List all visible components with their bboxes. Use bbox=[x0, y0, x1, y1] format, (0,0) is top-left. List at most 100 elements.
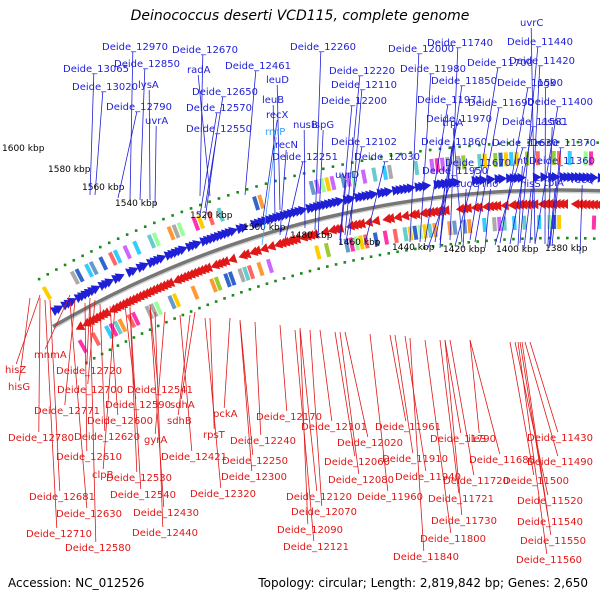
scale-tick-label: 1580 kbp bbox=[48, 165, 91, 175]
outer-tick-dot bbox=[90, 250, 93, 253]
outer-tick-dot bbox=[208, 200, 211, 204]
top-gene-label: Deide_12000 bbox=[388, 44, 454, 55]
bottom-gene-label: pckA bbox=[213, 409, 238, 420]
top-gene-label: Deide_12200 bbox=[321, 96, 387, 107]
bottom-gene-label: Deide_12170 bbox=[256, 412, 322, 423]
outer-tick-dot bbox=[360, 159, 364, 163]
inner-tick-dot bbox=[300, 272, 303, 275]
inner-tick-dot bbox=[189, 310, 193, 313]
reverse-gene-arrow bbox=[213, 258, 224, 268]
reverse-cog-block bbox=[167, 295, 177, 310]
top-gene-leader-line bbox=[148, 89, 151, 201]
inner-tick-dot bbox=[92, 356, 96, 360]
top-gene-leader-line bbox=[579, 184, 583, 255]
bottom-gene-leader-line bbox=[44, 294, 71, 350]
reverse-cog-block bbox=[482, 217, 488, 233]
forward-gene-arrow bbox=[177, 245, 188, 255]
bottom-gene-leader-line bbox=[154, 311, 164, 528]
inner-tick-dot bbox=[140, 332, 144, 335]
reverse-cog-block bbox=[412, 225, 419, 240]
top-gene-leader-line bbox=[117, 111, 138, 199]
inner-tick-dot bbox=[512, 237, 515, 241]
bottom-gene-label: Deide_11961 bbox=[375, 422, 441, 433]
bottom-gene-leader-line bbox=[89, 303, 97, 543]
inner-tick-dot bbox=[173, 317, 176, 320]
reverse-cog-block bbox=[223, 272, 232, 288]
forward-cog-block bbox=[84, 263, 94, 278]
outer-tick-dot bbox=[438, 147, 442, 151]
top-gene-leader-line bbox=[272, 104, 276, 219]
bottom-gene-label: Deide_12121 bbox=[283, 542, 349, 553]
forward-cog-block bbox=[252, 196, 261, 211]
bottom-gene-label: Deide_12101 bbox=[301, 422, 367, 433]
reverse-cog-block bbox=[104, 325, 115, 340]
top-gene-label: pgk bbox=[537, 78, 556, 89]
bottom-gene-leader-line bbox=[334, 331, 356, 457]
bottom-gene-leader-line bbox=[87, 299, 96, 385]
top-gene-leader-line bbox=[261, 119, 278, 226]
reverse-cog-block bbox=[265, 258, 274, 274]
outer-tick-dot bbox=[236, 190, 239, 194]
bottom-gene-label: Deide_11520 bbox=[517, 496, 583, 507]
forward-cog-block bbox=[308, 180, 316, 196]
outer-tick-dot bbox=[428, 148, 432, 152]
reverse-gene-arrow bbox=[320, 226, 330, 237]
bottom-gene-label: Deide_11680 bbox=[469, 455, 535, 466]
top-gene-leader-line bbox=[94, 91, 104, 196]
bottom-gene-leader-line bbox=[394, 334, 414, 454]
inner-tick-dot bbox=[265, 282, 269, 286]
reverse-gene-arrow bbox=[559, 199, 569, 210]
top-gene-label: Deide_11360 bbox=[529, 156, 595, 167]
top-gene-leader-line bbox=[284, 161, 304, 241]
inner-tick-dot bbox=[108, 348, 112, 352]
forward-gene-arrow bbox=[597, 172, 600, 183]
bottom-gene-label: Deide_11430 bbox=[527, 433, 593, 444]
scale-tick-label: 1540 kbp bbox=[115, 199, 158, 209]
scale-tick-label: 1400 kbp bbox=[496, 245, 539, 255]
forward-cog-block bbox=[387, 164, 394, 180]
forward-cog-block bbox=[313, 179, 322, 194]
forward-gene-arrow bbox=[532, 172, 542, 183]
bottom-gene-leader-line bbox=[38, 297, 41, 433]
forward-cog-block bbox=[216, 207, 225, 223]
forward-cog-block bbox=[166, 226, 176, 241]
bottom-gene-leader-line bbox=[109, 305, 119, 416]
top-gene-label: Deide_12220 bbox=[329, 66, 395, 77]
forward-cog-block bbox=[196, 214, 206, 230]
forward-cog-block bbox=[108, 251, 118, 267]
outer-tick-dot bbox=[199, 203, 202, 207]
forward-gene-arrow bbox=[452, 177, 462, 188]
bottom-gene-label: Deide_12700 bbox=[57, 385, 123, 396]
bottom-gene-label: Deide_12681 bbox=[29, 492, 95, 503]
outer-tick-dot bbox=[331, 165, 335, 168]
bottom-gene-label: Deide_11721 bbox=[428, 494, 494, 505]
inner-tick-dot bbox=[156, 324, 160, 328]
inner-tick-dot bbox=[387, 252, 391, 255]
reverse-gene-arrow bbox=[298, 231, 309, 242]
top-gene-label: Deide_11670 bbox=[445, 158, 511, 169]
scale-tick-label: 1480 kbp bbox=[290, 231, 333, 241]
bottom-gene-label: Deide_12070 bbox=[291, 507, 357, 518]
bottom-gene-label: Deide_12771 bbox=[34, 406, 100, 417]
inner-tick-dot bbox=[85, 361, 88, 364]
genome-axis bbox=[52, 188, 600, 329]
top-gene-leader-line bbox=[547, 126, 553, 246]
bottom-gene-leader-line bbox=[294, 329, 315, 542]
top-gene-label: nusB bbox=[293, 120, 318, 131]
inner-tick-dot bbox=[116, 344, 120, 347]
inner-tick-dot bbox=[317, 267, 320, 271]
reverse-cog-block bbox=[172, 293, 182, 308]
reverse-cog-block bbox=[492, 217, 497, 232]
bottom-gene-label: Deide_11960 bbox=[357, 492, 423, 503]
forward-cog-block bbox=[132, 240, 142, 255]
top-gene-label: Deide_11370 bbox=[530, 138, 596, 149]
genome-axis-highlight bbox=[53, 191, 600, 330]
inner-tick-dot bbox=[206, 303, 210, 307]
reverse-cog-block bbox=[130, 311, 141, 326]
reverse-gene-arrow bbox=[349, 219, 359, 230]
top-gene-label: Deide_11690 bbox=[468, 98, 534, 109]
forward-gene-arrow bbox=[335, 196, 345, 207]
bottom-gene-leader-line bbox=[154, 311, 166, 435]
outer-tick-dot bbox=[143, 225, 147, 228]
reverse-gene-arrow bbox=[288, 234, 298, 245]
